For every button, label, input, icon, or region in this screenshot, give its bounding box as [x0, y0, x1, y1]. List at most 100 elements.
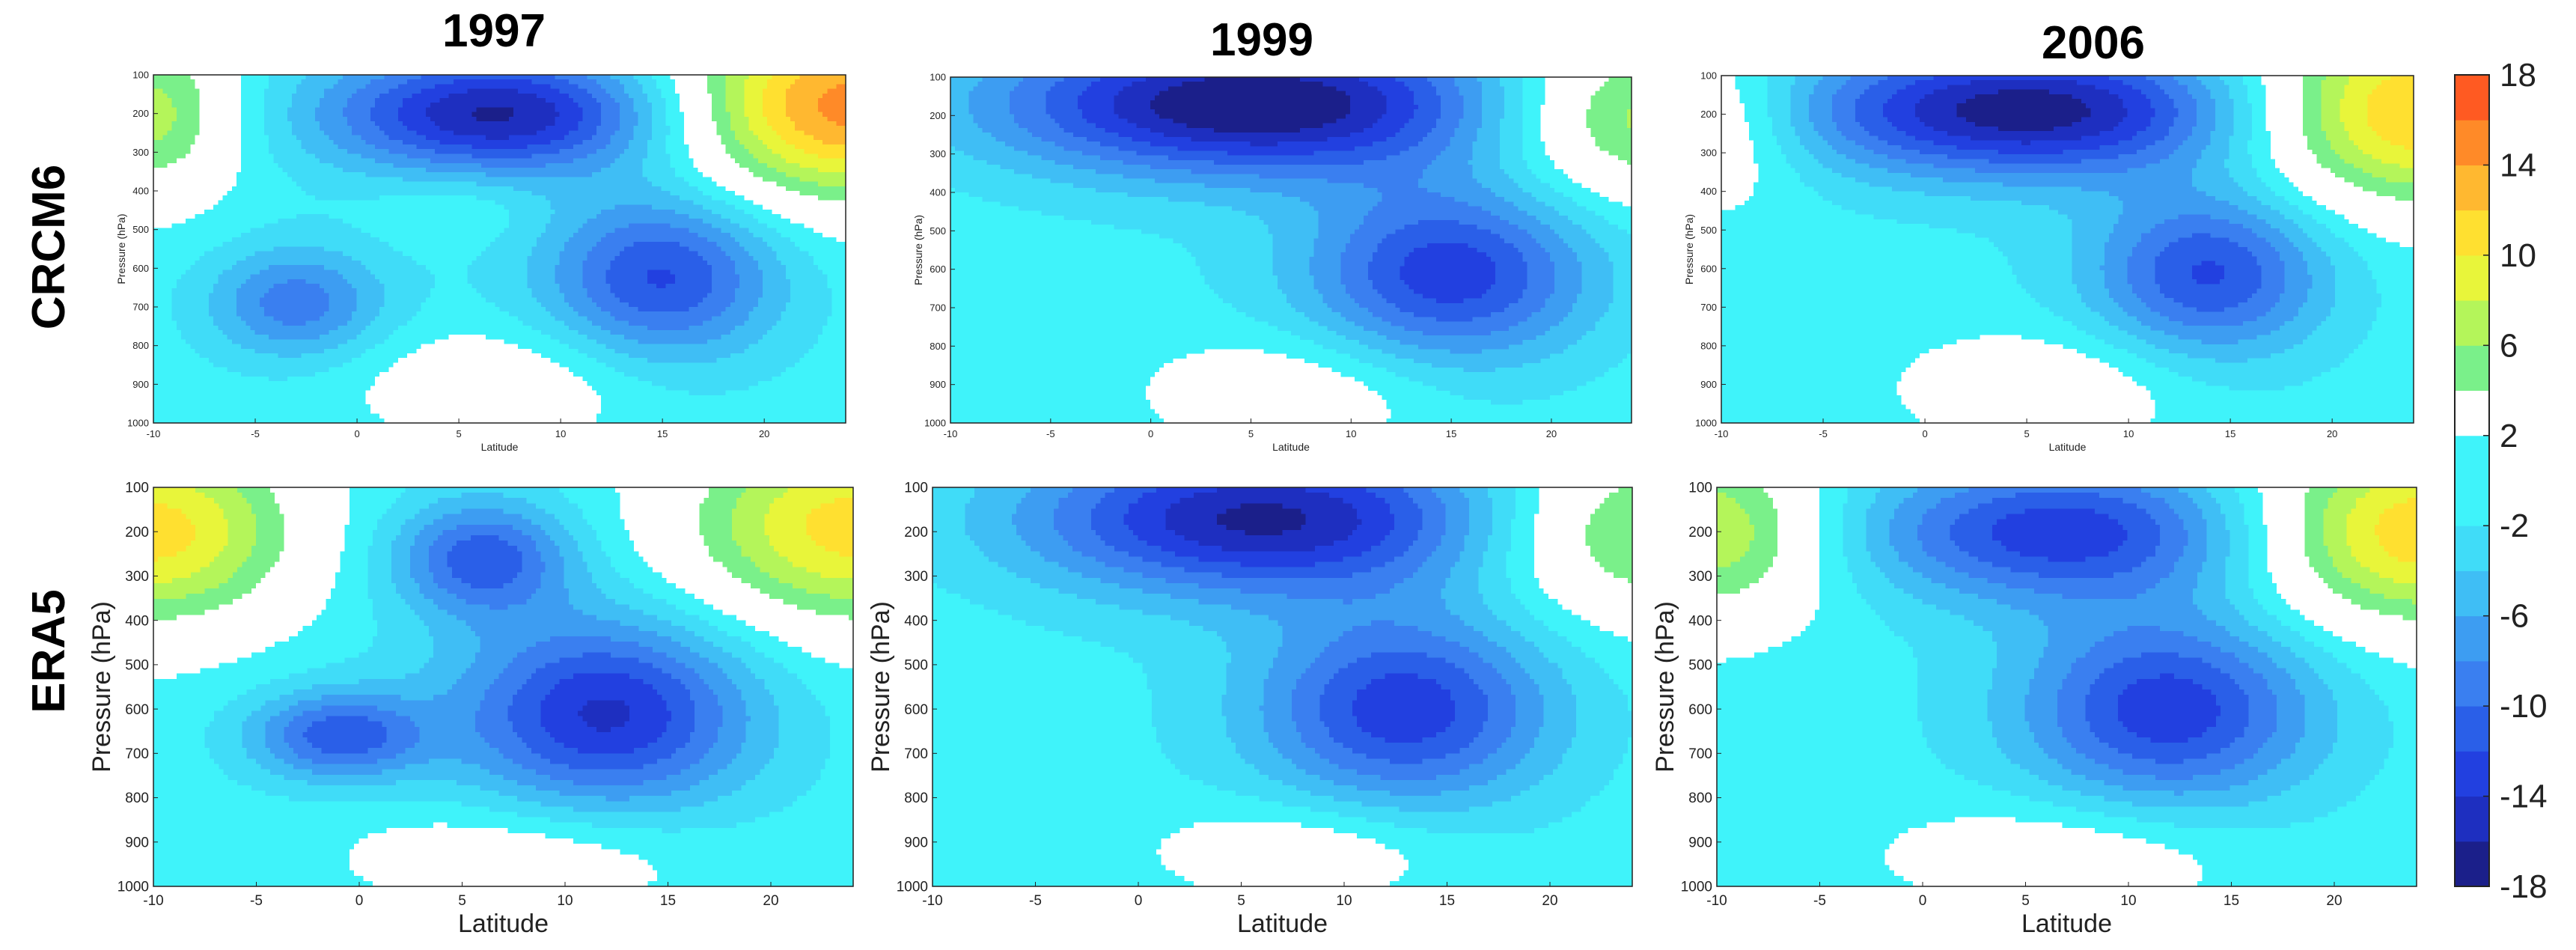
contour-cell — [777, 75, 782, 80]
contour-cell — [334, 79, 339, 85]
contour-cell — [560, 79, 565, 85]
contour-figure: 1997 1999 2006 CRCM6 ERA5 -10 -5 0 5 10 15 201… — [0, 0, 2576, 950]
contour-cell — [592, 84, 597, 89]
contour-cell — [500, 79, 505, 85]
contour-cell — [236, 79, 242, 85]
contour-cell — [463, 79, 468, 85]
contour-cell — [633, 75, 638, 80]
contour-cell — [361, 89, 367, 94]
contour-cell — [251, 79, 256, 85]
contour-cell — [426, 89, 431, 94]
contour-cell — [638, 84, 644, 89]
contour-cell — [596, 89, 602, 94]
contour-cell — [320, 75, 325, 80]
contour-cell — [412, 89, 417, 94]
contour-cell — [555, 79, 561, 85]
contour-cell — [837, 89, 842, 94]
contour-cell — [758, 75, 763, 80]
contour-cell — [245, 94, 251, 99]
contour-cell — [481, 84, 486, 89]
contour-cell — [398, 84, 403, 89]
contour-cell — [292, 94, 297, 99]
contour-cell — [324, 84, 329, 89]
contour-cell — [486, 79, 491, 85]
contour-cell — [680, 84, 685, 89]
contour-cell — [417, 89, 422, 94]
contour-cell — [518, 79, 523, 85]
contour-cell — [200, 79, 205, 85]
contour-cell — [186, 75, 191, 80]
contour-cell — [287, 89, 293, 94]
contour-cell — [680, 79, 685, 85]
contour-cell — [481, 89, 486, 94]
contour-cell — [680, 89, 685, 94]
contour-cell — [777, 84, 782, 89]
contour-cell — [343, 94, 348, 99]
contour-cell — [652, 79, 657, 85]
contour-cell — [809, 75, 814, 80]
contour-cell — [181, 75, 186, 80]
contour-cell — [467, 89, 472, 94]
contour-cell — [541, 79, 546, 85]
contour-cell — [232, 75, 237, 80]
contour-cell — [168, 84, 173, 89]
contour-cell — [763, 75, 768, 80]
contour-cell — [758, 84, 763, 89]
contour-cell — [264, 79, 269, 85]
contour-cell — [264, 75, 269, 80]
contour-cell — [195, 75, 201, 80]
contour-cell — [296, 89, 302, 94]
contour-cell — [153, 89, 159, 94]
contour-cell — [296, 79, 302, 85]
contour-cell — [620, 79, 625, 85]
contour-cell — [190, 84, 195, 89]
contour-cell — [329, 89, 334, 94]
contour-cell — [611, 84, 616, 89]
contour-cell — [758, 79, 763, 85]
contour-cell — [615, 75, 620, 80]
contour-cell — [573, 75, 579, 80]
contour-cell — [564, 84, 570, 89]
contour-cell — [818, 84, 823, 89]
contour-cell — [578, 89, 583, 94]
contour-cell — [814, 84, 819, 89]
contour-cell — [379, 89, 385, 94]
contour-cell — [518, 84, 523, 89]
contour-cell — [467, 79, 472, 85]
contour-cell — [721, 84, 727, 89]
contour-cell — [781, 89, 787, 94]
contour-cell — [407, 94, 412, 99]
contour-cell — [162, 94, 168, 99]
contour-cell — [629, 89, 634, 94]
contour-cell — [329, 94, 334, 99]
contour-cell — [158, 84, 163, 89]
contour-cell — [379, 75, 385, 80]
contour-cell — [384, 79, 389, 85]
contour-cell — [439, 89, 445, 94]
contour-cell — [703, 89, 708, 94]
contour-cell — [278, 89, 284, 94]
contour-cell — [398, 94, 403, 99]
contour-cell — [407, 75, 412, 80]
row-label-crcm6: CRCM6 — [23, 165, 75, 329]
contour-cell — [228, 75, 233, 80]
contour-cell — [352, 89, 357, 94]
contour-cell — [334, 89, 339, 94]
contour-cell — [684, 84, 689, 89]
contour-cell — [232, 79, 237, 85]
contour-cell — [684, 75, 689, 80]
contour-cell — [245, 89, 251, 94]
contour-cell — [605, 84, 611, 89]
contour-cell — [763, 89, 768, 94]
contour-cell — [370, 79, 376, 85]
column-title-1999: 1999 — [1210, 14, 1313, 66]
contour-cell — [403, 79, 408, 85]
contour-cell — [449, 75, 454, 80]
contour-cell — [739, 75, 745, 80]
contour-cell — [587, 84, 593, 89]
contour-cell — [347, 84, 352, 89]
contour-cell — [379, 79, 385, 85]
contour-cell — [799, 84, 805, 89]
contour-cell — [200, 89, 205, 94]
contour-cell — [384, 89, 389, 94]
